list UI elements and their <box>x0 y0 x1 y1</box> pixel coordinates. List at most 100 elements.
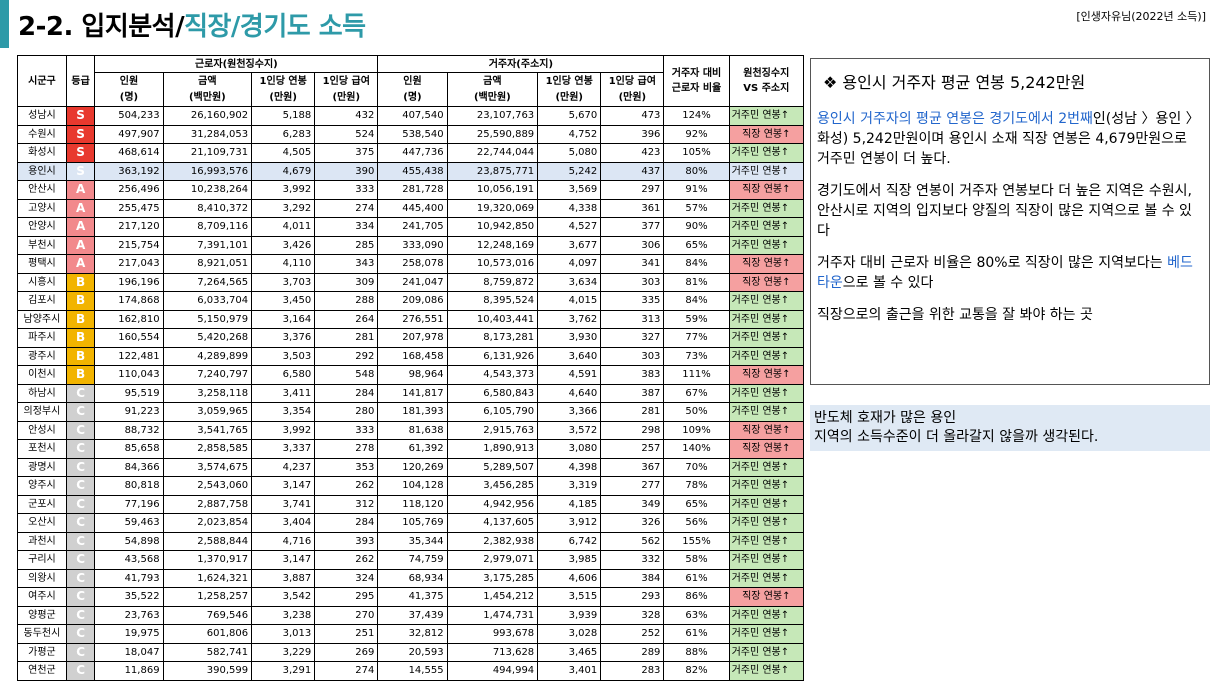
city-cell: 고양시 <box>17 198 67 218</box>
grade-badge: C <box>65 661 96 681</box>
panel-paragraph-2: 경기도에서 직장 연봉이 거주자 연봉보다 더 높은 지역은 수원시, 안산시로… <box>817 183 1192 239</box>
resident-amount: 25,590,889 <box>446 124 539 144</box>
ratio-cell: 61% <box>663 568 730 588</box>
city-cell: 안양시 <box>17 217 67 237</box>
ratio-cell: 124% <box>663 106 730 126</box>
header-grade: 등급 <box>65 55 96 107</box>
table-row: 광명시 C 84,366 3,574,675 4,237 353 120,269 5,289,… <box>17 457 805 477</box>
table-row: 구리시 C 43,568 1,370,917 3,147 262 74,759 2,979,0… <box>17 550 805 570</box>
table-row: 안양시 A 217,120 8,709,116 4,011 334 241,705 10,94… <box>17 217 805 237</box>
compare-cell: 거주민 연봉↑ <box>728 346 805 366</box>
ratio-cell: 140% <box>663 439 730 459</box>
compare-cell: 거주민 연봉↑ <box>728 198 805 218</box>
worker-salary: 3,164 <box>251 309 316 329</box>
resident-pay: 306 <box>600 235 665 255</box>
city-cell: 하남시 <box>17 383 67 403</box>
worker-pay: 295 <box>314 587 379 607</box>
table-row: 이천시 B 110,043 7,240,797 6,580 548 98,964 4,543,… <box>17 365 805 385</box>
table-row: 수원시 S 497,907 31,284,053 6,283 524 538,540 25,5… <box>17 124 805 144</box>
ratio-cell: 61% <box>663 624 730 644</box>
compare-cell: 거주민 연봉↑ <box>728 217 805 237</box>
resident-pay: 252 <box>600 624 665 644</box>
city-cell: 광주시 <box>17 346 67 366</box>
worker-pay: 281 <box>314 328 379 348</box>
worker-amount: 21,109,731 <box>162 143 253 163</box>
resident-count: 68,934 <box>377 568 448 588</box>
city-cell: 수원시 <box>17 124 67 144</box>
table-row: 동두천시 C 19,975 601,806 3,013 251 32,812 993,678 3… <box>17 624 805 644</box>
worker-salary: 4,679 <box>251 161 316 181</box>
table-row: 의정부시 C 91,223 3,059,965 3,354 280 181,393 6,105… <box>17 402 805 422</box>
worker-pay: 270 <box>314 605 379 625</box>
worker-pay: 288 <box>314 291 379 311</box>
worker-amount: 8,921,051 <box>162 254 253 274</box>
resident-amount: 3,175,285 <box>446 568 539 588</box>
compare-cell: 직장 연봉↑ <box>728 254 805 274</box>
resident-salary: 3,634 <box>537 272 602 292</box>
worker-count: 504,233 <box>94 106 164 126</box>
worker-amount: 7,391,101 <box>162 235 253 255</box>
compare-cell: 거주민 연봉↑ <box>728 291 805 311</box>
grade-badge: C <box>65 494 96 514</box>
worker-count: 174,868 <box>94 291 164 311</box>
panel-paragraph-3: 거주자 대비 근로자 비율은 80%로 직장이 많은 지역보다는 베드타운으로 … <box>817 255 1193 291</box>
worker-amount: 1,370,917 <box>162 550 253 570</box>
ratio-cell: 78% <box>663 476 730 496</box>
grade-badge: C <box>65 476 96 496</box>
ratio-cell: 105% <box>663 143 730 163</box>
worker-pay: 333 <box>314 180 379 200</box>
resident-salary: 3,572 <box>537 420 602 440</box>
ratio-cell: 84% <box>663 254 730 274</box>
grade-badge: B <box>65 309 96 329</box>
ratio-cell: 63% <box>663 605 730 625</box>
table-row: 고양시 A 255,475 8,410,372 3,292 274 445,400 19,32… <box>17 198 805 218</box>
note-line-2: 지역의 소득수준이 더 올라갈지 않을까 생각된다. <box>814 429 1099 445</box>
city-cell: 화성시 <box>17 143 67 163</box>
city-cell: 연천군 <box>17 661 67 681</box>
worker-count: 497,907 <box>94 124 164 144</box>
worker-pay: 548 <box>314 365 379 385</box>
worker-pay: 333 <box>314 420 379 440</box>
worker-count: 59,463 <box>94 513 164 533</box>
resident-pay: 326 <box>600 513 665 533</box>
worker-amount: 1,624,321 <box>162 568 253 588</box>
ratio-cell: 67% <box>663 383 730 403</box>
resident-salary: 4,097 <box>537 254 602 274</box>
resident-count: 276,551 <box>377 309 448 329</box>
grade-badge: S <box>65 143 96 163</box>
header-ratio: 거주자 대비 근로자 비율 <box>663 55 730 107</box>
resident-pay: 303 <box>600 346 665 366</box>
table-row: 오산시 C 59,463 2,023,854 3,404 284 105,769 4,137,… <box>17 513 805 533</box>
worker-amount: 601,806 <box>162 624 253 644</box>
resident-salary: 3,985 <box>537 550 602 570</box>
panel-heading: ❖ 용인시 거주자 평균 연봉 5,242만원 <box>823 73 1086 92</box>
compare-cell: 거주민 연봉↑ <box>728 328 805 348</box>
compare-cell: 거주민 연봉↑ <box>728 513 805 533</box>
analysis-panel: ❖ 용인시 거주자 평균 연봉 5,242만원 용인시 거주자의 평균 연봉은 … <box>810 58 1210 385</box>
worker-count: 162,810 <box>94 309 164 329</box>
subheader-label: 금액 <box>446 72 539 90</box>
worker-amount: 2,023,854 <box>162 513 253 533</box>
resident-pay: 367 <box>600 457 665 477</box>
grade-badge: S <box>65 161 96 181</box>
subheader-label: 1인당 급여 <box>600 72 665 90</box>
worker-count: 41,793 <box>94 568 164 588</box>
city-cell: 남양주시 <box>17 309 67 329</box>
grade-badge: C <box>65 439 96 459</box>
city-cell: 동두천시 <box>17 624 67 644</box>
resident-pay: 335 <box>600 291 665 311</box>
resident-pay: 341 <box>600 254 665 274</box>
table-row: 안산시 A 256,496 10,238,264 3,992 333 281,728 10,0… <box>17 180 805 200</box>
compare-cell: 직장 연봉↑ <box>728 365 805 385</box>
resident-pay: 303 <box>600 272 665 292</box>
worker-amount: 1,258,257 <box>162 587 253 607</box>
table-row: 하남시 C 95,519 3,258,118 3,411 284 141,817 6,580,… <box>17 383 805 403</box>
grade-badge: S <box>65 106 96 126</box>
worker-salary: 5,188 <box>251 106 316 126</box>
compare-cell: 거주민 연봉↑ <box>728 624 805 644</box>
worker-count: 91,223 <box>94 402 164 422</box>
resident-count: 37,439 <box>377 605 448 625</box>
resident-count: 168,458 <box>377 346 448 366</box>
resident-amount: 2,915,763 <box>446 420 539 440</box>
resident-amount: 23,875,771 <box>446 161 539 181</box>
